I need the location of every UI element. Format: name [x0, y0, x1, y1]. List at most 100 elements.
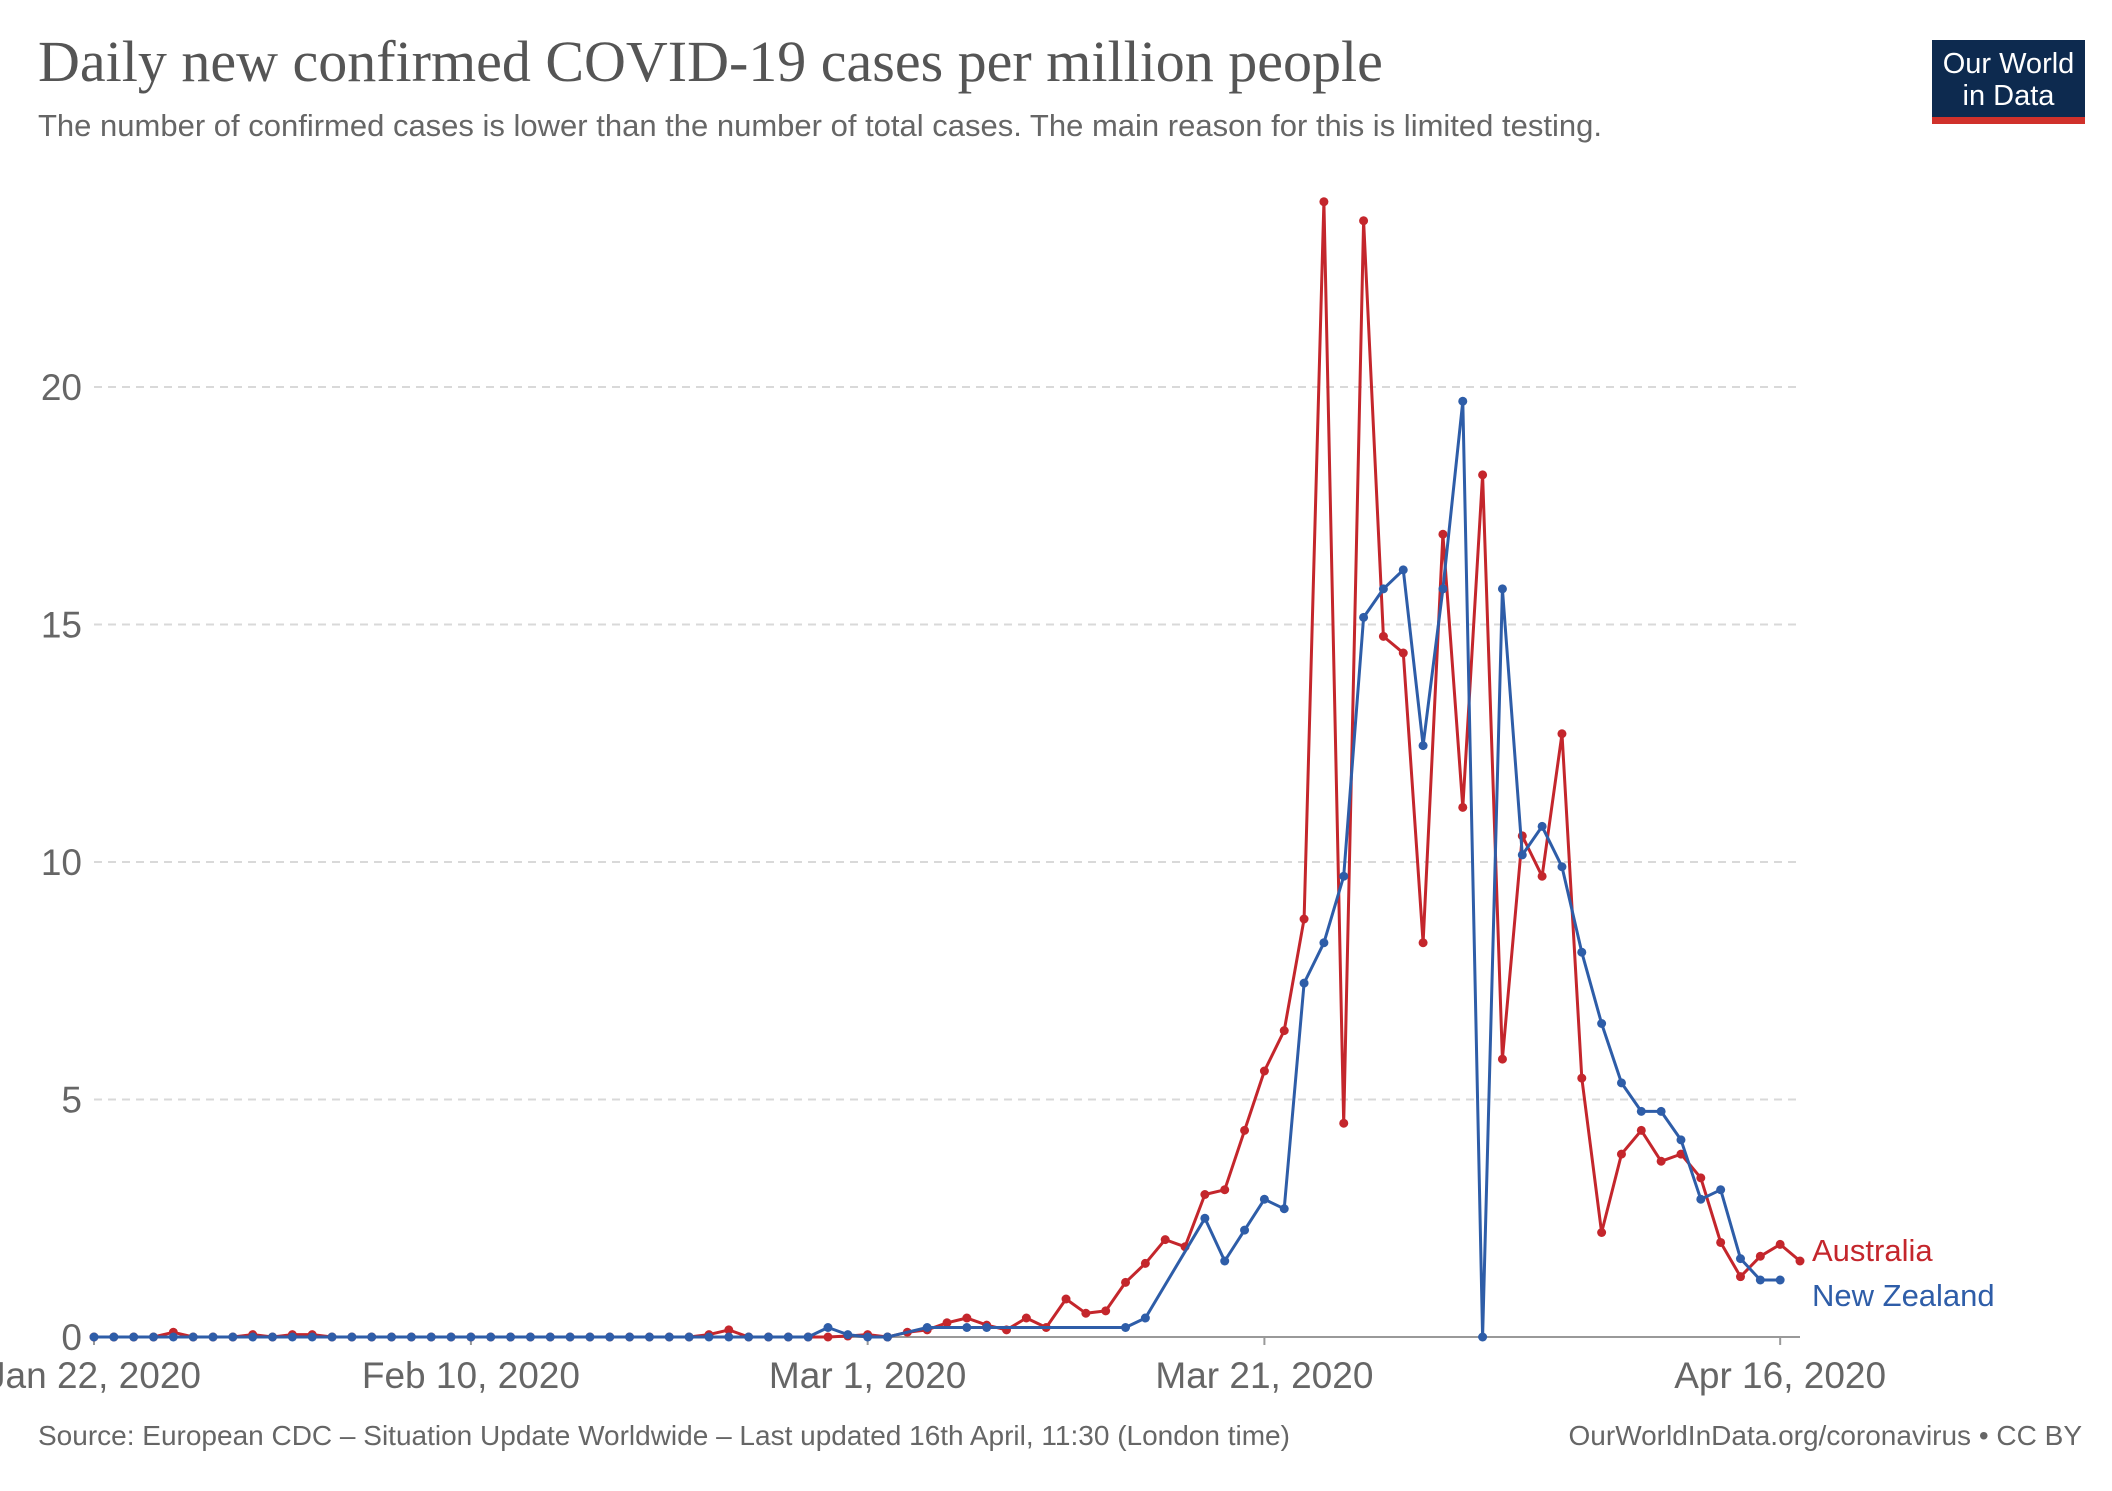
data-point[interactable]	[1160, 1235, 1170, 1245]
data-point[interactable]	[1299, 914, 1309, 924]
data-point[interactable]	[1438, 584, 1448, 594]
data-point[interactable]	[347, 1332, 357, 1342]
data-point[interactable]	[426, 1332, 436, 1342]
data-point[interactable]	[1259, 1194, 1269, 1204]
data-point[interactable]	[1716, 1185, 1726, 1195]
data-point[interactable]	[1676, 1149, 1686, 1159]
data-point[interactable]	[1676, 1135, 1686, 1145]
data-point[interactable]	[962, 1313, 972, 1323]
data-point[interactable]	[1696, 1173, 1706, 1183]
data-point[interactable]	[1378, 631, 1388, 641]
data-point[interactable]	[1259, 1066, 1269, 1076]
data-point[interactable]	[1775, 1239, 1785, 1249]
credit-link[interactable]: OurWorldInData.org/coronavirus • CC BY	[1568, 1420, 2082, 1451]
data-point[interactable]	[1200, 1190, 1210, 1199]
data-point[interactable]	[1021, 1313, 1031, 1323]
data-point[interactable]	[1398, 648, 1408, 658]
data-point[interactable]	[704, 1332, 714, 1342]
data-point[interactable]	[863, 1332, 873, 1342]
data-point[interactable]	[1418, 938, 1428, 948]
data-point[interactable]	[188, 1332, 198, 1342]
data-point[interactable]	[1418, 741, 1428, 751]
data-point[interactable]	[1577, 947, 1587, 957]
data-point[interactable]	[327, 1332, 337, 1342]
data-point[interactable]	[684, 1332, 694, 1342]
data-point[interactable]	[268, 1332, 278, 1342]
data-point[interactable]	[486, 1332, 496, 1342]
data-point[interactable]	[585, 1332, 595, 1342]
data-point[interactable]	[1537, 821, 1547, 831]
data-point[interactable]	[1458, 802, 1468, 812]
owid-logo[interactable]: Our World in Data	[1932, 40, 2085, 124]
data-point[interactable]	[1359, 216, 1369, 226]
data-point[interactable]	[1319, 197, 1329, 207]
data-point[interactable]	[1359, 612, 1369, 622]
data-point[interactable]	[1636, 1106, 1646, 1116]
data-point[interactable]	[783, 1332, 793, 1342]
data-point[interactable]	[922, 1323, 932, 1332]
data-point[interactable]	[763, 1332, 773, 1342]
data-point[interactable]	[803, 1332, 813, 1342]
data-point[interactable]	[1755, 1251, 1765, 1261]
data-point[interactable]	[1101, 1306, 1111, 1316]
data-point[interactable]	[1537, 871, 1547, 881]
data-point[interactable]	[545, 1332, 555, 1342]
data-point[interactable]	[1240, 1125, 1250, 1135]
data-point[interactable]	[1279, 1026, 1289, 1036]
data-point[interactable]	[168, 1332, 178, 1342]
data-point[interactable]	[1735, 1272, 1745, 1282]
data-point[interactable]	[1557, 862, 1567, 872]
data-point[interactable]	[1279, 1204, 1289, 1214]
data-point[interactable]	[1121, 1323, 1131, 1332]
data-point[interactable]	[1061, 1294, 1071, 1304]
data-point[interactable]	[1497, 584, 1507, 594]
data-point[interactable]	[843, 1330, 853, 1340]
data-point[interactable]	[1636, 1125, 1646, 1135]
data-point[interactable]	[1319, 938, 1329, 948]
data-point[interactable]	[882, 1332, 892, 1342]
data-point[interactable]	[1557, 729, 1567, 739]
data-point[interactable]	[248, 1332, 258, 1342]
data-point[interactable]	[664, 1332, 674, 1342]
data-point[interactable]	[89, 1332, 99, 1342]
data-point[interactable]	[1478, 1332, 1488, 1342]
data-point[interactable]	[525, 1332, 535, 1342]
data-point[interactable]	[208, 1332, 218, 1342]
data-point[interactable]	[367, 1332, 377, 1342]
data-point[interactable]	[1775, 1275, 1785, 1285]
data-point[interactable]	[1517, 850, 1527, 860]
data-point[interactable]	[1121, 1277, 1131, 1287]
data-point[interactable]	[307, 1332, 317, 1342]
data-point[interactable]	[1597, 1019, 1607, 1028]
data-point[interactable]	[506, 1332, 516, 1342]
data-point[interactable]	[1597, 1228, 1607, 1237]
data-point[interactable]	[644, 1332, 654, 1342]
data-point[interactable]	[1795, 1256, 1805, 1266]
data-point[interactable]	[1616, 1078, 1626, 1088]
data-point[interactable]	[1339, 871, 1349, 881]
data-point[interactable]	[1140, 1258, 1150, 1268]
data-point[interactable]	[823, 1323, 833, 1332]
data-point[interactable]	[942, 1318, 952, 1328]
data-point[interactable]	[228, 1332, 238, 1342]
data-point[interactable]	[1735, 1254, 1745, 1264]
data-point[interactable]	[1378, 584, 1388, 594]
data-point[interactable]	[406, 1332, 416, 1342]
data-point[interactable]	[129, 1332, 139, 1342]
data-point[interactable]	[1656, 1156, 1666, 1166]
data-point[interactable]	[565, 1332, 575, 1342]
data-point[interactable]	[446, 1332, 456, 1342]
data-point[interactable]	[1220, 1256, 1230, 1266]
data-point[interactable]	[1755, 1275, 1765, 1285]
data-point[interactable]	[962, 1323, 972, 1332]
data-point[interactable]	[466, 1332, 476, 1342]
data-point[interactable]	[1478, 470, 1488, 480]
data-point[interactable]	[1339, 1118, 1349, 1128]
data-point[interactable]	[625, 1332, 635, 1342]
data-point[interactable]	[1497, 1054, 1507, 1064]
data-point[interactable]	[724, 1325, 734, 1335]
data-point[interactable]	[1458, 396, 1468, 406]
data-point[interactable]	[387, 1332, 397, 1342]
data-point[interactable]	[1220, 1185, 1230, 1195]
data-point[interactable]	[287, 1332, 297, 1342]
